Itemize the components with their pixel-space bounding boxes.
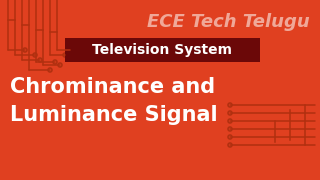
Text: Luminance Signal: Luminance Signal (10, 105, 218, 125)
Text: ECE Tech Telugu: ECE Tech Telugu (147, 13, 310, 31)
Text: Chrominance and: Chrominance and (10, 77, 215, 97)
FancyBboxPatch shape (65, 38, 260, 62)
Text: Television System: Television System (92, 43, 233, 57)
